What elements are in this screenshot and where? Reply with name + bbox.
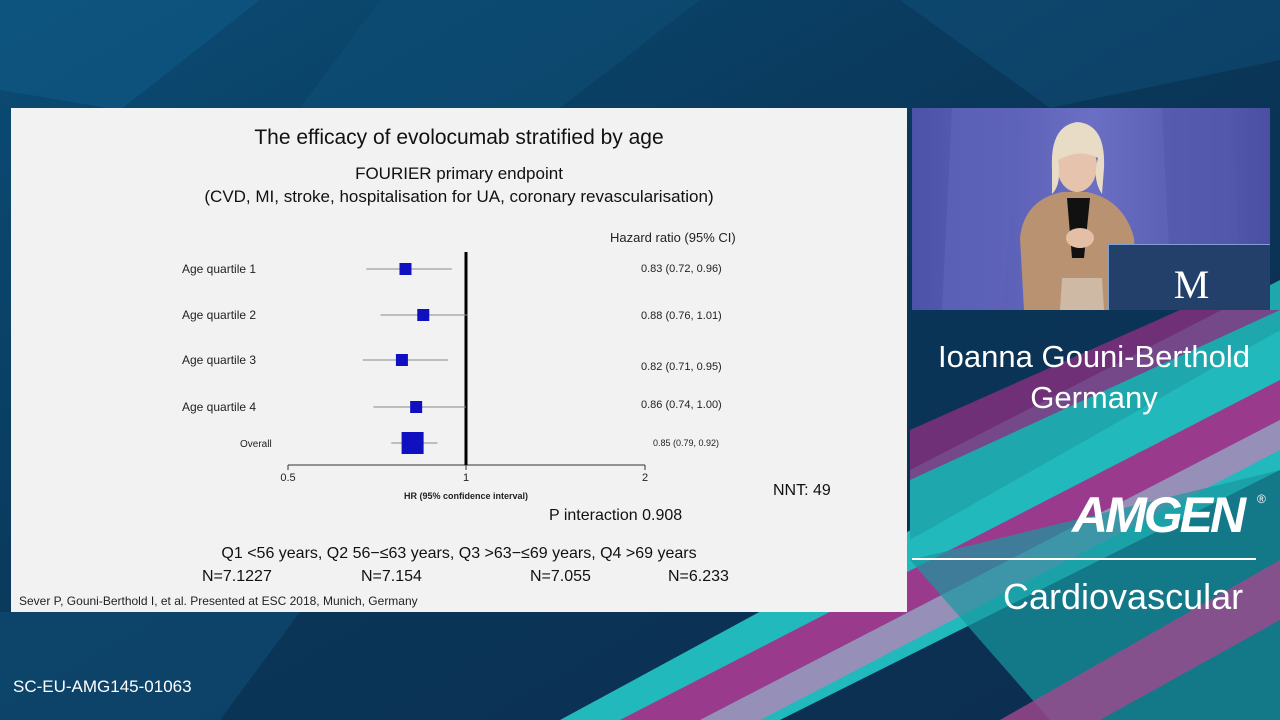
row-label: Age quartile 4 [182,400,256,414]
row-label: Age quartile 3 [182,353,256,367]
hr-marker [399,263,412,275]
presentation-slide: The efficacy of evolocumab stratified by… [11,108,907,612]
hr-ci-text: 0.86 (0.74, 1.00) [641,399,722,411]
hr-ci-text: 0.82 (0.71, 0.95) [641,361,722,373]
therapy-area: Cardiovascular [1003,576,1244,617]
slide-subtitle-components: (CVD, MI, stroke, hospitalisation for UA… [204,187,714,206]
n-value-q3: N=7.055 [530,568,591,585]
hr-marker [395,354,408,366]
row-label: Age quartile 1 [182,262,256,276]
forest-plot: 0.5 1 2 HR (95% confidence interval) Age qua… [182,252,722,501]
speaker-video: M [912,108,1270,310]
p-interaction: P interaction 0.908 [549,507,683,524]
n-value-q4: N=6.233 [668,568,729,585]
x-tick-label: 2 [642,472,648,484]
hr-ci-text: 0.85 (0.79, 0.92) [653,438,719,448]
nnt-value: NNT: 49 [773,482,831,499]
registered-mark: ® [1257,492,1266,506]
hazard-ratio-header: Hazard ratio (95% CI) [610,230,736,245]
row-label: Age quartile 2 [182,308,256,322]
hr-marker [401,432,424,454]
amgen-logo: AMGEN [1072,487,1246,543]
divider-line [912,558,1256,560]
x-tick-label: 1 [463,472,469,484]
quartile-definitions: Q1 <56 years, Q2 56−≤63 years, Q3 >63−≤6… [221,545,697,562]
n-value-q1: N=7.1227 [202,568,272,585]
row-label: Overall [240,439,272,450]
m-logo: M [1108,244,1270,310]
n-value-q2: N=7.154 [361,568,422,585]
citation: Sever P, Gouni-Berthold I, et al. Presen… [19,594,418,608]
hr-marker [417,309,430,321]
hr-marker [410,401,423,413]
speaker-image [912,108,1270,310]
hr-ci-text: 0.83 (0.72, 0.96) [641,263,722,275]
document-code: SC-EU-AMG145-01063 [13,677,192,696]
x-tick-label: 0.5 [280,472,295,484]
speaker-name: Ioanna Gouni-Berthold [938,339,1250,374]
x-axis-label: HR (95% confidence interval) [404,491,528,501]
hr-ci-text: 0.88 (0.76, 1.01) [641,310,722,322]
slide-title: The efficacy of evolocumab stratified by… [254,126,664,149]
speaker-country: Germany [1030,380,1158,415]
slide-subtitle-endpoint: FOURIER primary endpoint [355,164,563,183]
